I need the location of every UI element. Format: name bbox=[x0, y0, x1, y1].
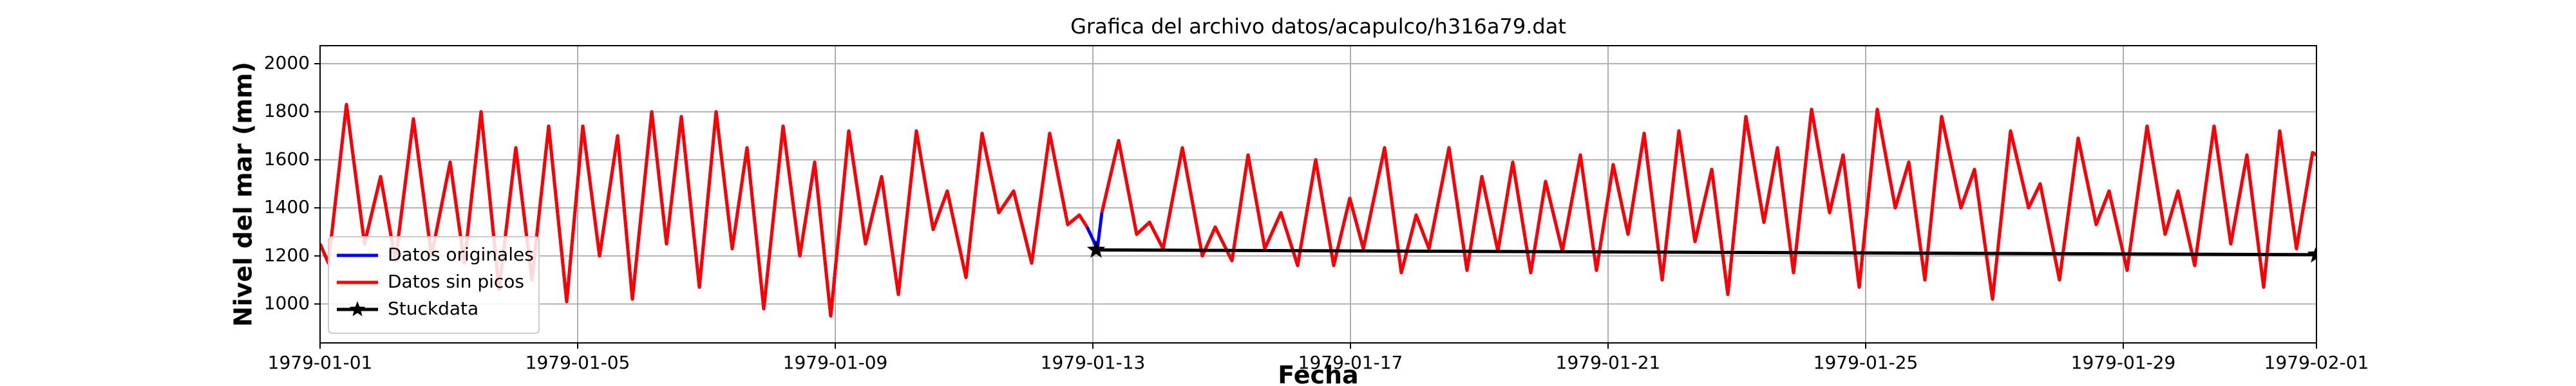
x-tick-label: 1979-01-13 bbox=[1041, 352, 1146, 373]
chart-title: Grafica del archivo datos/acapulco/h316a… bbox=[1070, 14, 1566, 39]
x-tick-label: 1979-01-17 bbox=[1298, 352, 1403, 373]
legend-box bbox=[328, 236, 540, 334]
axes-frame bbox=[319, 45, 2317, 344]
y-tick-label: 2000 bbox=[264, 52, 310, 73]
series-marker bbox=[1086, 240, 1106, 258]
legend: Datos originales Datos sin picos Stuckdata bbox=[328, 236, 540, 334]
y-tick-label: 1200 bbox=[264, 244, 310, 266]
x-tick-label: 1979-01-01 bbox=[268, 352, 373, 373]
x-axis-label: Fecha bbox=[1278, 361, 1358, 386]
y-axis-label: Nivel del mar (mm) bbox=[229, 62, 258, 327]
grid bbox=[319, 46, 2317, 343]
legend-marker bbox=[349, 301, 366, 317]
x-tick-label: 1979-01-05 bbox=[526, 352, 630, 373]
legend-label: Stuckdata bbox=[388, 298, 478, 319]
series-line bbox=[1095, 248, 2316, 257]
x-tick-label: 1979-01-21 bbox=[1556, 352, 1661, 373]
series-line bbox=[320, 103, 2316, 318]
legend-label: Datos sin picos bbox=[388, 271, 524, 292]
y-tick-label: 1800 bbox=[264, 100, 310, 122]
x-tick-label: 1979-01-29 bbox=[2071, 352, 2176, 373]
x-tick-label: 1979-01-25 bbox=[1814, 352, 1918, 373]
series-marker bbox=[2307, 244, 2316, 263]
legend-label: Datos originales bbox=[388, 244, 534, 265]
series-line bbox=[320, 103, 2316, 318]
y-tick-label: 1400 bbox=[264, 196, 310, 217]
x-tick-label: 1979-01-09 bbox=[783, 352, 888, 373]
ticks: 1000 1200 1400 1600 1800 2000 1979-01-01 1979-0… bbox=[264, 52, 2369, 373]
x-tick-label: 1979-02-01 bbox=[2264, 352, 2369, 373]
plot-area bbox=[320, 103, 2316, 318]
y-tick-label: 1000 bbox=[264, 292, 310, 313]
y-tick-label: 1600 bbox=[264, 148, 310, 169]
